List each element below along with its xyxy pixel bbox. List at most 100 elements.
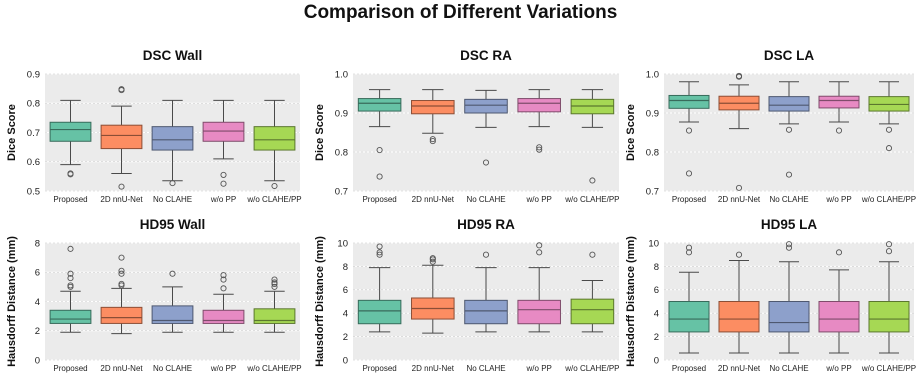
- x-tick-label: w/o PP: [210, 195, 236, 204]
- box-w-o-clahe-pp: [868, 241, 910, 354]
- y-tick-label: 0.9: [27, 69, 40, 80]
- box-2d-nnu-net: [411, 255, 455, 334]
- box-w-o-clahe-pp: [253, 276, 296, 333]
- outlier-point: [376, 251, 383, 258]
- outlier-point: [429, 258, 436, 265]
- box-w-o-clahe-pp: [868, 81, 910, 152]
- outlier-point: [271, 279, 278, 286]
- iqr-box: [49, 309, 92, 324]
- box-2d-nnu-net: [411, 89, 455, 145]
- box-w-o-clahe-pp: [570, 89, 615, 184]
- iqr-box: [868, 301, 910, 333]
- y-axis-label: Hausdorff Distance (mm): [625, 236, 637, 367]
- iqr-box: [464, 299, 508, 325]
- x-tick-label: 2D nnU-Net: [412, 364, 455, 373]
- outlier-point: [735, 184, 743, 191]
- y-tick-label: 8: [35, 238, 40, 249]
- y-tick-label: 10: [648, 238, 659, 249]
- x-tick-label: 2D nnU-Net: [718, 195, 761, 204]
- outlier-point: [169, 270, 176, 277]
- y-tick-label: 2: [654, 332, 659, 343]
- iqr-box: [49, 121, 92, 142]
- box-w-o-pp: [517, 242, 561, 333]
- outlier-point: [885, 248, 893, 255]
- x-tick-label: w/o CLAHE/PP: [861, 195, 916, 204]
- x-tick-label: No CLAHE: [466, 364, 505, 373]
- y-tick-label: 0.5: [27, 186, 40, 197]
- panel-4: 0 2 4 6 8 HD95 Wall Hausdorff Distance (mm) Pro…: [6, 217, 302, 373]
- y-tick-label: 0.7: [27, 128, 40, 139]
- figure-title: Comparison of Different Variations: [303, 2, 618, 23]
- y-tick-label: 1.0: [646, 69, 659, 80]
- outlier-point: [429, 136, 436, 143]
- outlier-point: [376, 146, 383, 154]
- y-tick-label: 0.7: [646, 186, 659, 197]
- outlier-point: [685, 127, 693, 134]
- box-2d-nnu-net: [718, 251, 760, 354]
- x-tick-label: Proposed: [672, 364, 706, 373]
- y-tick-label: 0.7: [335, 186, 348, 197]
- panel-title: HD95 LA: [761, 217, 818, 232]
- outlier-point: [685, 249, 693, 256]
- x-tick-label: Proposed: [362, 195, 396, 204]
- y-tick-label: 4: [654, 309, 659, 320]
- outlier-point: [118, 270, 125, 277]
- box-w-o-pp: [202, 272, 245, 333]
- y-tick-label: 1.0: [335, 69, 348, 80]
- box-proposed: [49, 245, 92, 333]
- panel-title: DSC LA: [764, 48, 815, 63]
- outlier-point: [536, 249, 543, 256]
- outlier-point: [220, 285, 227, 292]
- outlier-point: [885, 241, 893, 248]
- iqr-box: [100, 306, 143, 324]
- outlier-point: [785, 244, 793, 251]
- x-tick-label: 2D nnU-Net: [100, 195, 143, 204]
- iqr-box: [151, 126, 194, 151]
- outlier-point: [67, 275, 74, 282]
- panel-title: HD95 RA: [457, 217, 515, 232]
- iqr-box: [818, 95, 860, 109]
- x-tick-label: 2D nnU-Net: [718, 364, 761, 373]
- box-2d-nnu-net: [718, 72, 760, 191]
- iqr-box: [668, 94, 710, 109]
- outlier-point: [429, 255, 436, 262]
- iqr-box: [768, 301, 810, 333]
- y-tick-label: 0: [654, 355, 659, 366]
- x-tick-label: w/o PP: [526, 364, 552, 373]
- box-proposed: [357, 243, 402, 333]
- y-tick-label: 6: [343, 285, 348, 296]
- y-tick-label: 0: [35, 355, 40, 366]
- panel-2: 0.7 0.8 0.9 1.0 DSC RA Dice Score Proposed 2D n…: [314, 48, 620, 204]
- x-tick-label: w/o PP: [210, 364, 236, 373]
- outlier-point: [376, 243, 383, 250]
- box-no-clahe: [768, 81, 810, 178]
- box-w-o-pp: [818, 249, 860, 354]
- iqr-box: [464, 98, 508, 114]
- panel-1: 0.5 0.6 0.7 0.8 0.9 DSC Wall Dice Score Propose…: [6, 48, 302, 204]
- outlier-point: [118, 254, 125, 261]
- panel-title: HD95 Wall: [140, 217, 206, 232]
- x-tick-label: w/o CLAHE/PP: [246, 364, 301, 373]
- x-tick-label: w/o CLAHE/PP: [564, 195, 619, 204]
- x-tick-label: Proposed: [672, 195, 706, 204]
- box-no-clahe: [151, 99, 194, 187]
- x-tick-label: Proposed: [53, 364, 87, 373]
- outlier-point: [118, 267, 125, 274]
- x-tick-label: 2D nnU-Net: [100, 364, 143, 373]
- outlier-point: [376, 173, 383, 180]
- iqr-box: [253, 308, 296, 324]
- y-tick-label: 4: [343, 309, 348, 320]
- outlier-point: [536, 146, 543, 153]
- y-tick-label: 0.9: [646, 108, 659, 119]
- box-w-o-pp: [818, 81, 860, 134]
- iqr-box: [570, 298, 615, 325]
- y-axis-label: Dice Score: [314, 104, 326, 161]
- iqr-box: [100, 124, 143, 150]
- y-tick-label: 4: [35, 297, 40, 308]
- box-w-o-clahe-pp: [253, 99, 296, 190]
- x-tick-label: 2D nnU-Net: [412, 195, 455, 204]
- y-tick-label: 8: [343, 262, 348, 273]
- outlier-point: [429, 138, 436, 145]
- iqr-box: [768, 96, 810, 112]
- outlier-point: [67, 282, 74, 289]
